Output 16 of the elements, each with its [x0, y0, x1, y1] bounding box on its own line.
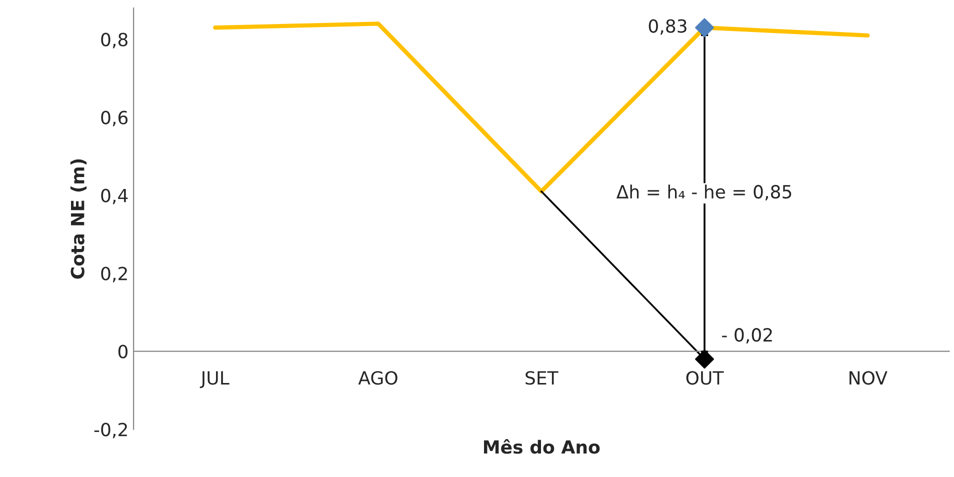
y-tick-label: 0,2 [101, 266, 127, 282]
y-tick-label: 0 [118, 344, 128, 358]
y-tick-label: 0,8 [101, 32, 128, 48]
x-axis-title: Mês do Ano [484, 439, 600, 454]
y-axis-title: Cota NE (m) [70, 159, 87, 279]
x-tick-label: JUL [200, 371, 230, 388]
y-tick-label: 0,6 [101, 110, 128, 126]
y-tick-label: -0,2 [94, 422, 127, 438]
annotation: Δh = h₄ - he = 0,85 [616, 184, 792, 200]
x-tick-label: SET [526, 371, 558, 385]
data-label: - 0,02 [722, 328, 772, 344]
x-tick-label: AGO [358, 371, 398, 385]
y-tick-label: 0,4 [101, 188, 128, 204]
data-label: 0,83 [648, 19, 686, 35]
x-tick-label: NOV [850, 371, 888, 385]
x-tick-label: OUT [686, 371, 724, 385]
